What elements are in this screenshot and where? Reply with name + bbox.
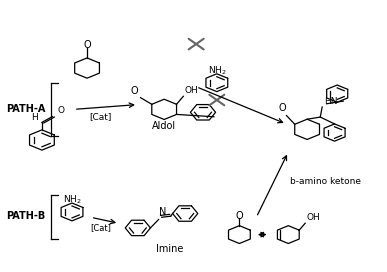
Text: b-amino ketone: b-amino ketone [290,177,361,186]
Text: O: O [236,211,243,221]
Text: [Cat]: [Cat] [90,223,111,232]
Text: OH: OH [307,213,320,222]
Text: [Cat]: [Cat] [89,112,111,121]
Text: PATH-B: PATH-B [7,211,46,221]
Text: O: O [58,106,65,115]
Text: NH$_2$: NH$_2$ [207,64,226,77]
Text: HN: HN [324,97,337,106]
Text: O: O [83,40,91,50]
Text: PATH-A: PATH-A [7,104,46,114]
Text: Imine: Imine [156,244,183,254]
Text: O: O [278,103,286,113]
Text: NH$_2$: NH$_2$ [63,194,81,206]
Text: OH: OH [185,86,198,95]
Text: H: H [31,113,38,122]
Text: Aldol: Aldol [152,121,176,131]
Text: O: O [131,86,138,96]
Text: N: N [159,207,167,217]
